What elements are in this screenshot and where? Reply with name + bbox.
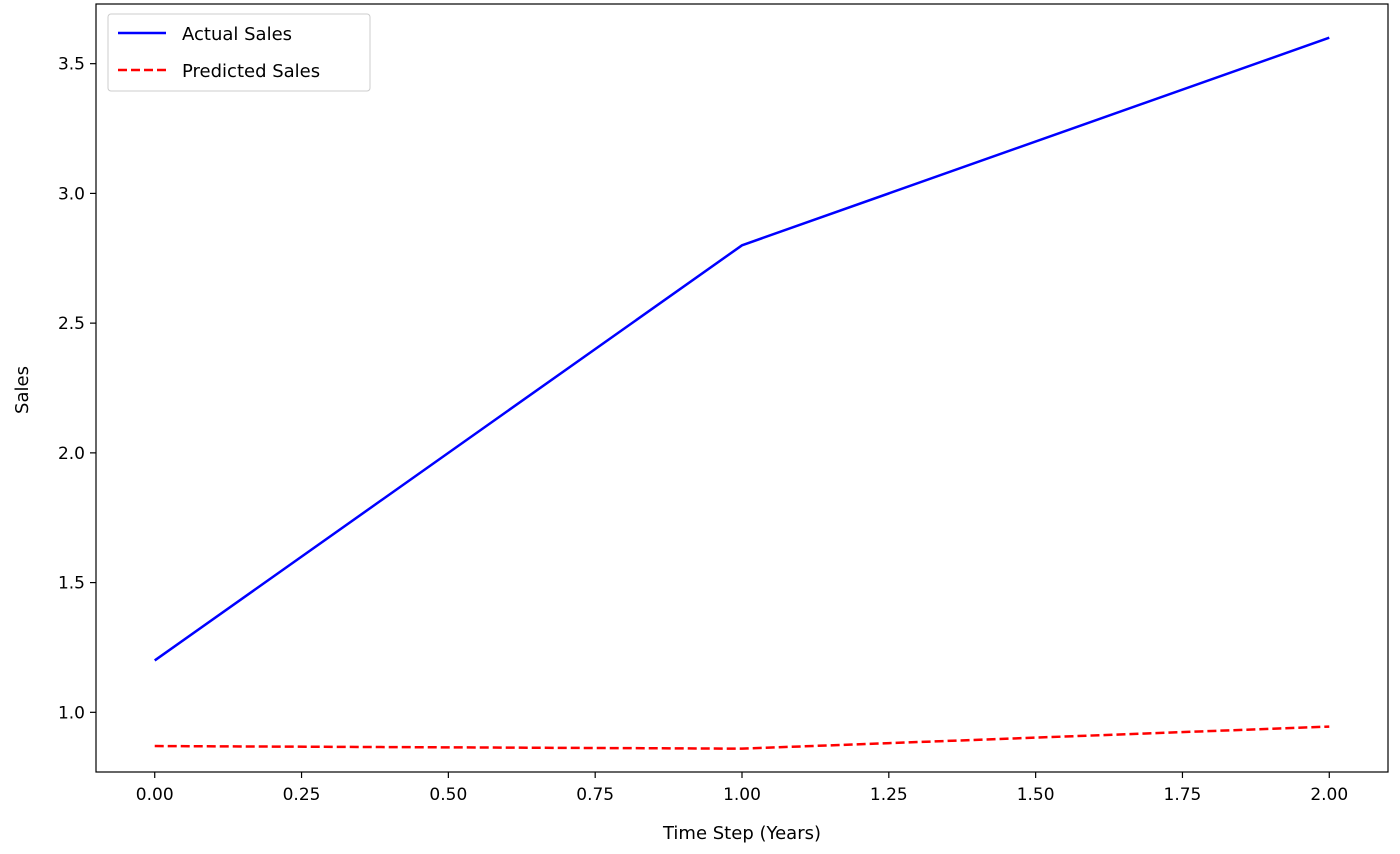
series-layer (154, 36, 1330, 750)
x-tick-label: 1.50 (1017, 785, 1055, 805)
x-tick-label: 0.50 (429, 785, 467, 805)
series-line-predicted-sales (154, 725, 1330, 750)
x-axis-title: Time Step (Years) (662, 823, 821, 844)
y-tick-label: 2.5 (58, 314, 85, 334)
y-tick-label: 3.5 (58, 55, 85, 75)
y-axis: 1.0 1.5 2.0 2.5 3.0 3.5 (58, 55, 96, 723)
x-tick-label: 0.00 (136, 785, 174, 805)
plot-frame (95, 3, 1389, 773)
y-tick-label: 1.0 (58, 703, 85, 723)
legend-box (107, 13, 371, 92)
x-tick-label: 2.00 (1310, 785, 1348, 805)
x-tick-label: 1.75 (1164, 785, 1202, 805)
legend-label-predicted-sales: Predicted Sales (182, 61, 320, 82)
y-axis-title: Sales (12, 366, 33, 414)
y-tick-label: 2.0 (58, 444, 85, 464)
x-tick-label: 1.00 (723, 785, 761, 805)
legend: Actual Sales Predicted Sales (107, 13, 371, 92)
x-axis: 0.00 0.25 0.50 0.75 1.00 1.25 1.50 1.75 2.00 (136, 772, 1348, 805)
series-line-actual-sales (154, 36, 1330, 662)
y-tick-label: 1.5 (58, 574, 85, 594)
y-tick-label: 3.0 (58, 184, 85, 204)
x-tick-label: 1.25 (870, 785, 908, 805)
x-tick-label: 0.25 (283, 785, 321, 805)
x-tick-label: 0.75 (576, 785, 614, 805)
legend-label-actual-sales: Actual Sales (182, 24, 292, 45)
